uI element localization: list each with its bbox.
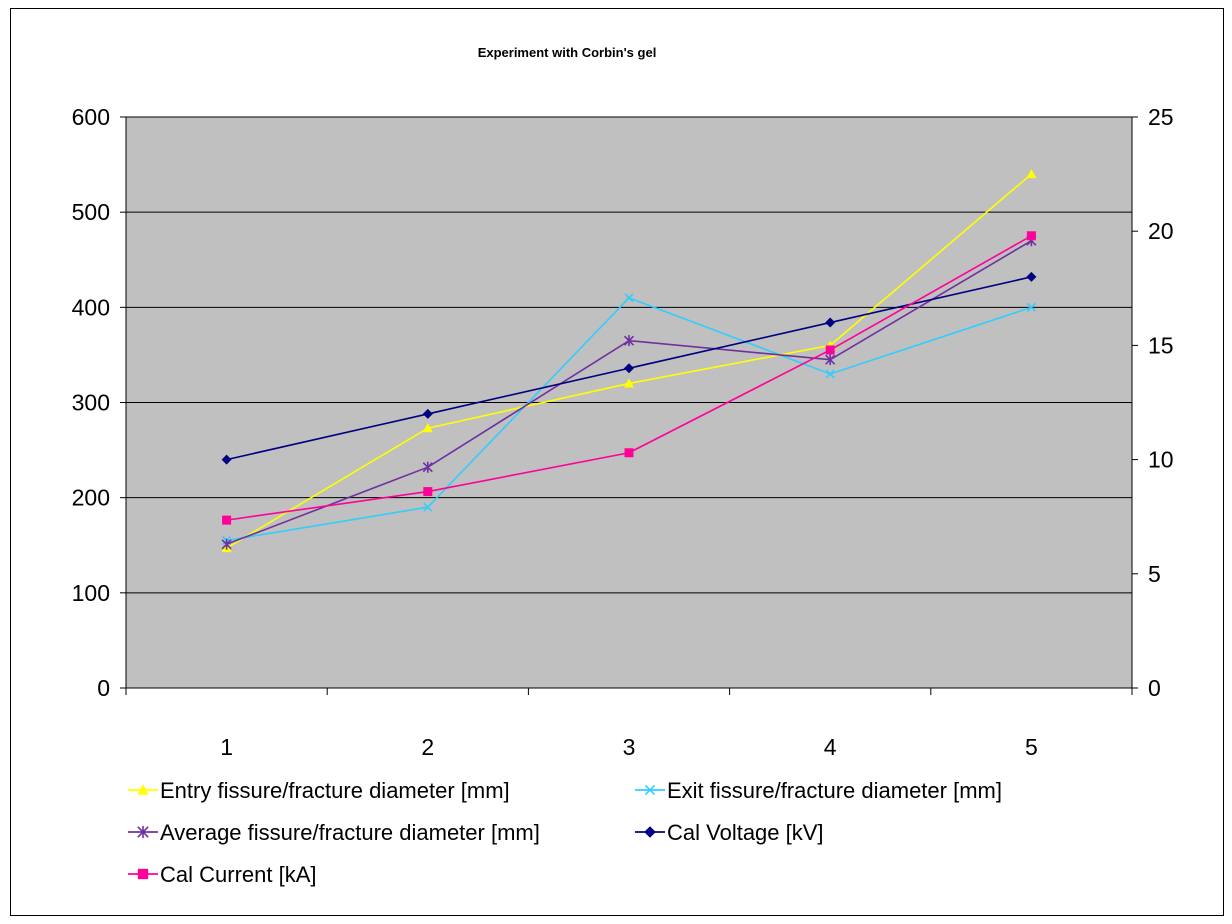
y-right-tick-label: 10 [1148, 447, 1174, 473]
legend-label: Entry fissure/fracture diameter [mm] [160, 778, 510, 803]
diamond-marker [825, 317, 836, 328]
x-tick-label: 4 [824, 734, 837, 760]
series-3 [221, 235, 1037, 550]
y-left-tick-label: 100 [72, 580, 110, 606]
legend-marker [137, 825, 149, 839]
triangle-marker [624, 378, 634, 388]
square-marker [137, 868, 149, 880]
legend: Entry fissure/fracture diameter [mm] Exit… [128, 778, 1002, 887]
y-right-tick-label: 15 [1148, 332, 1174, 358]
legend-entry: Average fissure/fracture diameter [mm] [128, 820, 540, 845]
y-right-tick-label: 20 [1148, 218, 1174, 244]
diamond-marker [221, 454, 232, 465]
legend-label: Cal Current [kA] [160, 862, 317, 887]
square-marker [624, 448, 634, 458]
triangle-marker [137, 784, 149, 795]
data-point [624, 378, 634, 388]
y-right-tick-label: 0 [1148, 675, 1161, 701]
triangle-marker [422, 423, 433, 433]
data-point [422, 408, 433, 419]
x-tick-label: 3 [623, 734, 636, 760]
square-marker [423, 487, 433, 497]
legend-label: Average fissure/fracture diameter [mm] [160, 820, 540, 845]
legend-entry: Entry fissure/fracture diameter [mm] [128, 778, 510, 803]
star-marker [137, 825, 149, 839]
star-marker [221, 538, 232, 550]
x-marker [825, 369, 835, 379]
triangle-marker [1026, 169, 1037, 179]
legend-entry: Cal Voltage [kV] [635, 820, 824, 845]
data-point [825, 369, 835, 379]
square-marker [1026, 231, 1036, 241]
plot-area: 0 100 200 300 400 500 600 0 5 10 15 20 25 1 2 3 4 5 [72, 104, 1174, 760]
data-point [422, 423, 433, 433]
diamond-marker [1026, 271, 1037, 282]
diamond-marker [644, 826, 656, 838]
y-left-tick-label: 400 [72, 294, 110, 320]
square-marker [222, 515, 232, 525]
x-tick-label: 5 [1025, 734, 1038, 760]
y-left-tick-label: 0 [97, 675, 110, 701]
square-marker [825, 345, 835, 355]
y-right-tick-label: 5 [1148, 561, 1161, 587]
data-point [422, 461, 433, 473]
legend-marker [137, 868, 149, 880]
data-point [825, 317, 836, 328]
diamond-marker [624, 363, 634, 374]
data-point [624, 448, 634, 458]
series-4 [221, 271, 1037, 465]
legend-marker [644, 784, 656, 796]
legend-entry: Cal Current [kA] [128, 862, 317, 887]
data-point [423, 487, 433, 497]
data-point [825, 354, 836, 366]
legend-label: Exit fissure/fracture diameter [mm] [667, 778, 1002, 803]
data-point [1026, 302, 1036, 312]
data-point [221, 454, 232, 465]
data-point [624, 363, 634, 374]
x-tick-label: 2 [421, 734, 434, 760]
chart-title: Experiment with Corbin's gel [478, 45, 657, 60]
series-5 [222, 231, 1036, 525]
y-left-tick-label: 300 [72, 390, 110, 416]
diamond-marker [422, 408, 433, 419]
legend-entry: Exit fissure/fracture diameter [mm] [635, 778, 1002, 803]
data-point [1026, 169, 1037, 179]
legend-label: Cal Voltage [kV] [667, 820, 824, 845]
y-left-tick-label: 500 [72, 199, 110, 225]
x-marker [624, 293, 634, 303]
data-point [825, 345, 835, 355]
star-marker [422, 461, 433, 473]
x-tick-label: 1 [220, 734, 233, 760]
y-right-tick-label: 25 [1148, 104, 1174, 130]
x-marker [644, 784, 656, 796]
data-point [1026, 231, 1036, 241]
x-marker [1026, 302, 1036, 312]
x-marker [423, 502, 433, 512]
data-point [624, 293, 634, 303]
legend-marker [644, 826, 656, 838]
data-point [1026, 271, 1037, 282]
star-marker [825, 354, 836, 366]
legend-marker [137, 784, 149, 795]
star-marker [623, 335, 635, 347]
series-2 [222, 293, 1036, 546]
y-left-tick-label: 200 [72, 485, 110, 511]
y-left-tick-label: 600 [72, 104, 110, 130]
data-point [221, 538, 232, 550]
data-point [623, 335, 635, 347]
data-point [423, 502, 433, 512]
data-point [222, 515, 232, 525]
